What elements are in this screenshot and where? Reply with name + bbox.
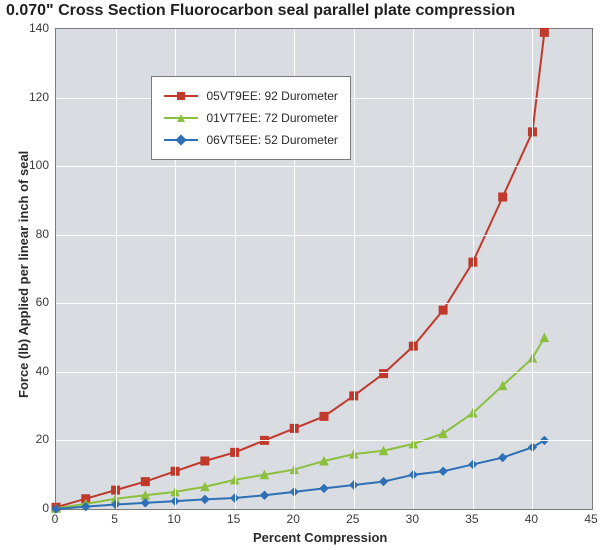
series-marker bbox=[82, 495, 90, 503]
legend-marker-icon bbox=[177, 92, 185, 100]
series-marker bbox=[260, 471, 268, 479]
series-marker bbox=[320, 484, 328, 492]
xtick-label: 35 bbox=[465, 512, 478, 526]
xtick-label: 45 bbox=[584, 512, 597, 526]
series-marker bbox=[439, 467, 447, 475]
series-marker bbox=[499, 382, 507, 390]
series-marker bbox=[540, 334, 548, 342]
y-axis-label: Force (lb) Applied per linear inch of se… bbox=[16, 151, 31, 398]
ytick-label: 60 bbox=[25, 295, 49, 309]
series-marker bbox=[439, 306, 447, 314]
ytick-label: 120 bbox=[25, 90, 49, 104]
gridline-h bbox=[56, 372, 592, 373]
gridline-v bbox=[354, 29, 355, 509]
chart-container: 0.070" Cross Section Fluorocarbon seal p… bbox=[0, 0, 600, 550]
series-marker bbox=[380, 370, 388, 378]
series-line bbox=[56, 440, 544, 509]
series-marker bbox=[141, 499, 149, 507]
legend-marker-icon bbox=[177, 114, 185, 122]
series-marker bbox=[141, 478, 149, 486]
chart-title: 0.070" Cross Section Fluorocarbon seal p… bbox=[0, 0, 600, 20]
xtick-label: 20 bbox=[287, 512, 300, 526]
series-marker bbox=[201, 457, 209, 465]
legend-item: 06VT5EE: 52 Durometer bbox=[164, 129, 337, 151]
ytick-label: 20 bbox=[25, 432, 49, 446]
series-marker bbox=[320, 412, 328, 420]
ytick-label: 140 bbox=[25, 21, 49, 35]
gridline-v bbox=[116, 29, 117, 509]
gridline-h bbox=[56, 166, 592, 167]
xtick-label: 5 bbox=[111, 512, 118, 526]
legend-marker-icon bbox=[176, 134, 187, 145]
series-marker bbox=[201, 495, 209, 503]
gridline-v bbox=[473, 29, 474, 509]
gridline-h bbox=[56, 440, 592, 441]
xtick-label: 40 bbox=[525, 512, 538, 526]
gridline-v bbox=[532, 29, 533, 509]
legend-item: 01VT7EE: 72 Durometer bbox=[164, 107, 337, 129]
series-marker bbox=[82, 500, 90, 508]
legend-label: 05VT9EE: 92 Durometer bbox=[206, 89, 337, 103]
ytick-label: 40 bbox=[25, 364, 49, 378]
xtick-label: 30 bbox=[406, 512, 419, 526]
series-marker bbox=[320, 457, 328, 465]
gridline-h bbox=[56, 303, 592, 304]
gridline-h bbox=[56, 235, 592, 236]
legend-line-icon bbox=[164, 139, 198, 141]
series-marker bbox=[380, 447, 388, 455]
series-marker bbox=[141, 491, 149, 499]
legend-line-icon bbox=[164, 95, 198, 97]
x-axis-label: Percent Compression bbox=[253, 530, 387, 545]
ytick-label: 0 bbox=[25, 501, 49, 515]
xtick-label: 25 bbox=[346, 512, 359, 526]
legend-item: 05VT9EE: 92 Durometer bbox=[164, 85, 337, 107]
ytick-label: 100 bbox=[25, 158, 49, 172]
series-marker bbox=[82, 503, 90, 511]
series-marker bbox=[260, 491, 268, 499]
legend: 05VT9EE: 92 Durometer 01VT7EE: 72 Duromet… bbox=[151, 76, 350, 160]
series-marker bbox=[540, 28, 548, 36]
series-marker bbox=[499, 454, 507, 462]
gridline-v bbox=[413, 29, 414, 509]
legend-label: 06VT5EE: 52 Durometer bbox=[206, 133, 337, 147]
series-marker bbox=[380, 478, 388, 486]
series-marker bbox=[439, 430, 447, 438]
legend-line-icon bbox=[164, 117, 198, 119]
xtick-label: 15 bbox=[227, 512, 240, 526]
series-marker bbox=[52, 503, 60, 511]
legend-label: 01VT7EE: 72 Durometer bbox=[206, 111, 337, 125]
series-line bbox=[56, 338, 544, 509]
series-marker bbox=[499, 193, 507, 201]
xtick-label: 0 bbox=[52, 512, 59, 526]
xtick-label: 10 bbox=[167, 512, 180, 526]
ytick-label: 80 bbox=[25, 227, 49, 241]
series-marker bbox=[201, 483, 209, 491]
